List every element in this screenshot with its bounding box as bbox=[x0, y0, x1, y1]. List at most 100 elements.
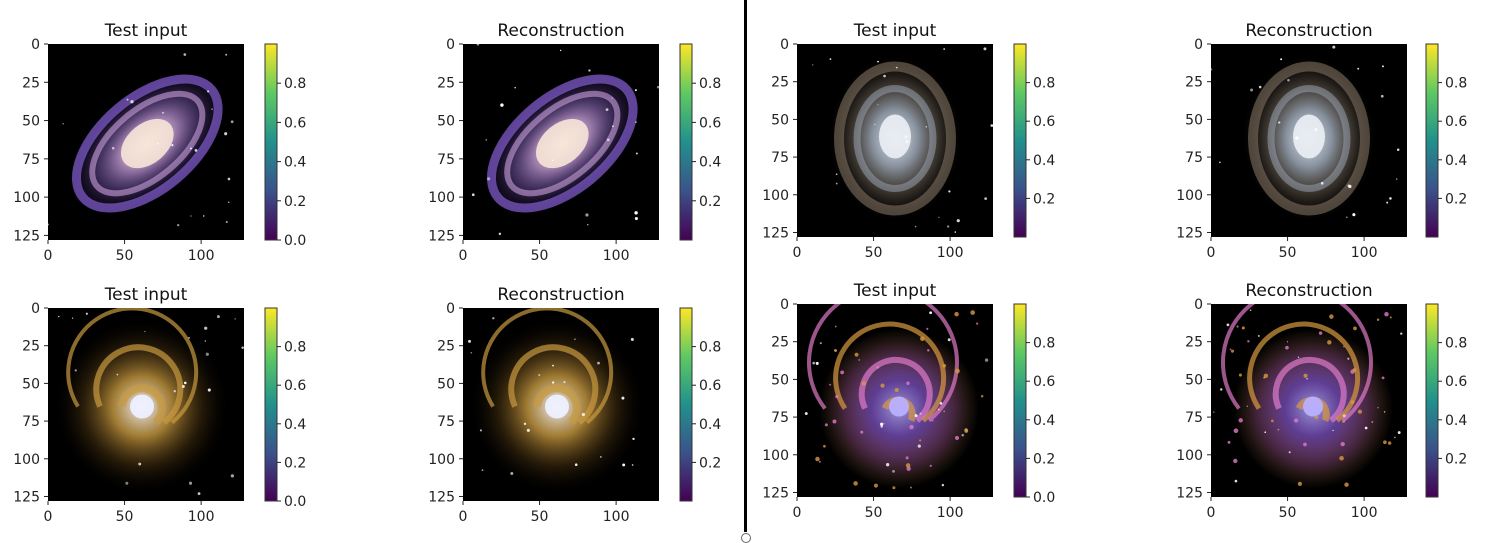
y-tick-label: 0 bbox=[780, 37, 789, 53]
colorbar-tick-label: 0.6 bbox=[284, 378, 306, 394]
y-tick-label: 100 bbox=[762, 188, 789, 204]
y-tick-label: 125 bbox=[13, 489, 40, 505]
y-tick-label: 0 bbox=[31, 301, 40, 317]
colorbar-gradient bbox=[1013, 43, 1027, 238]
colorbar: 0.0 0.2 0.4 0.6 0.8 bbox=[1013, 303, 1055, 506]
colorbar: 0.2 0.4 0.6 0.8 bbox=[679, 43, 721, 241]
colorbar: 0.0 0.2 0.4 0.6 0.8 bbox=[264, 43, 306, 249]
panel-divider bbox=[744, 0, 747, 532]
colorbar-tick-label: 0.4 bbox=[1445, 153, 1467, 169]
subplot-title: Reconstruction bbox=[497, 285, 624, 305]
y-tick-label: 0 bbox=[1194, 37, 1203, 53]
x-tick-label: 50 bbox=[116, 509, 134, 525]
colorbar-gradient bbox=[264, 307, 278, 502]
y-tick-label: 50 bbox=[22, 376, 40, 392]
y-tick-label: 25 bbox=[771, 335, 789, 351]
y-tick-label: 50 bbox=[771, 372, 789, 388]
y-tick-label: 25 bbox=[437, 75, 455, 91]
colorbar-tick-label: 0.4 bbox=[284, 155, 306, 171]
colorbar-gradient bbox=[1013, 303, 1027, 498]
x-tick-label: 50 bbox=[531, 509, 549, 525]
subplot-title: Reconstruction bbox=[1245, 281, 1372, 301]
colorbar-tick-label: 0.8 bbox=[1445, 76, 1467, 92]
x-tick-label: 100 bbox=[937, 245, 964, 261]
y-tick-label: 75 bbox=[437, 414, 455, 430]
colorbar-tick-label: 0.6 bbox=[699, 115, 721, 131]
x-tick-label: 100 bbox=[188, 509, 215, 525]
x-tick-label: 0 bbox=[793, 505, 802, 521]
subplot-title: Reconstruction bbox=[497, 21, 624, 41]
y-tick-label: 25 bbox=[437, 339, 455, 355]
colorbar-tick-label: 0.8 bbox=[699, 340, 721, 356]
y-tick-label: 100 bbox=[1176, 448, 1203, 464]
x-tick-label: 50 bbox=[1279, 245, 1297, 261]
subplot-title: Test input bbox=[853, 281, 937, 301]
colorbar: 0.2 0.4 0.6 0.8 bbox=[1425, 43, 1467, 238]
colorbar-gradient bbox=[1425, 43, 1439, 238]
y-tick-label: 25 bbox=[1185, 335, 1203, 351]
colorbar: 0.2 0.4 0.6 0.8 bbox=[1425, 303, 1467, 498]
colorbar-tick-label: 0.6 bbox=[1445, 374, 1467, 390]
y-tick-label: 125 bbox=[1176, 485, 1203, 501]
y-tick-label: 125 bbox=[762, 225, 789, 241]
x-tick-label: 100 bbox=[937, 505, 964, 521]
y-tick-label: 100 bbox=[13, 190, 40, 206]
y-tick-label: 50 bbox=[22, 114, 40, 130]
y-tick-label: 75 bbox=[771, 410, 789, 426]
y-tick-label: 0 bbox=[446, 301, 455, 317]
y-tick-label: 25 bbox=[22, 75, 40, 91]
y-tick-label: 75 bbox=[771, 150, 789, 166]
subplot-title: Test input bbox=[104, 21, 188, 41]
colorbar-tick-label: 0.6 bbox=[1445, 114, 1467, 130]
colorbar-tick-label: 0.2 bbox=[699, 194, 721, 210]
x-tick-label: 100 bbox=[1351, 245, 1378, 261]
colorbar-tick-label: 0.8 bbox=[1033, 336, 1055, 352]
x-tick-label: 0 bbox=[1207, 245, 1216, 261]
y-tick-label: 50 bbox=[1185, 372, 1203, 388]
y-tick-label: 125 bbox=[428, 228, 455, 244]
x-tick-label: 50 bbox=[865, 505, 883, 521]
colorbar-gradient bbox=[679, 43, 693, 241]
x-tick-label: 50 bbox=[865, 245, 883, 261]
x-tick-label: 100 bbox=[188, 248, 215, 264]
y-tick-label: 75 bbox=[1185, 410, 1203, 426]
y-tick-label: 75 bbox=[437, 152, 455, 168]
colorbar-tick-label: 0.8 bbox=[284, 340, 306, 356]
colorbar-tick-label: 0.4 bbox=[699, 155, 721, 171]
x-tick-label: 50 bbox=[1279, 505, 1297, 521]
colorbar-tick-label: 0.6 bbox=[284, 115, 306, 131]
y-tick-label: 50 bbox=[437, 376, 455, 392]
y-tick-label: 100 bbox=[428, 190, 455, 206]
colorbar-tick-label: 0.2 bbox=[699, 455, 721, 471]
x-tick-label: 0 bbox=[1207, 505, 1216, 521]
x-tick-label: 100 bbox=[1351, 505, 1378, 521]
colorbar-tick-label: 0.2 bbox=[284, 194, 306, 210]
x-tick-label: 0 bbox=[44, 248, 53, 264]
y-tick-label: 0 bbox=[31, 37, 40, 53]
subplot-title: Test input bbox=[104, 285, 188, 305]
y-tick-label: 125 bbox=[13, 228, 40, 244]
y-tick-label: 50 bbox=[437, 114, 455, 130]
colorbar-tick-label: 0.8 bbox=[699, 76, 721, 92]
colorbar-tick-label: 0.6 bbox=[1033, 114, 1055, 130]
x-tick-label: 0 bbox=[793, 245, 802, 261]
colorbar-tick-label: 0.4 bbox=[284, 417, 306, 433]
colorbar: 0.2 0.4 0.6 0.8 bbox=[1013, 43, 1055, 238]
y-tick-label: 25 bbox=[1185, 75, 1203, 91]
colorbar-tick-label: 0.6 bbox=[1033, 374, 1055, 390]
colorbar-tick-label: 0.0 bbox=[284, 494, 306, 510]
subplot-title: Test input bbox=[853, 21, 937, 41]
colorbar-tick-label: 0.2 bbox=[1033, 451, 1055, 467]
x-tick-label: 100 bbox=[603, 248, 630, 264]
y-tick-label: 100 bbox=[1176, 188, 1203, 204]
x-tick-label: 0 bbox=[44, 509, 53, 525]
